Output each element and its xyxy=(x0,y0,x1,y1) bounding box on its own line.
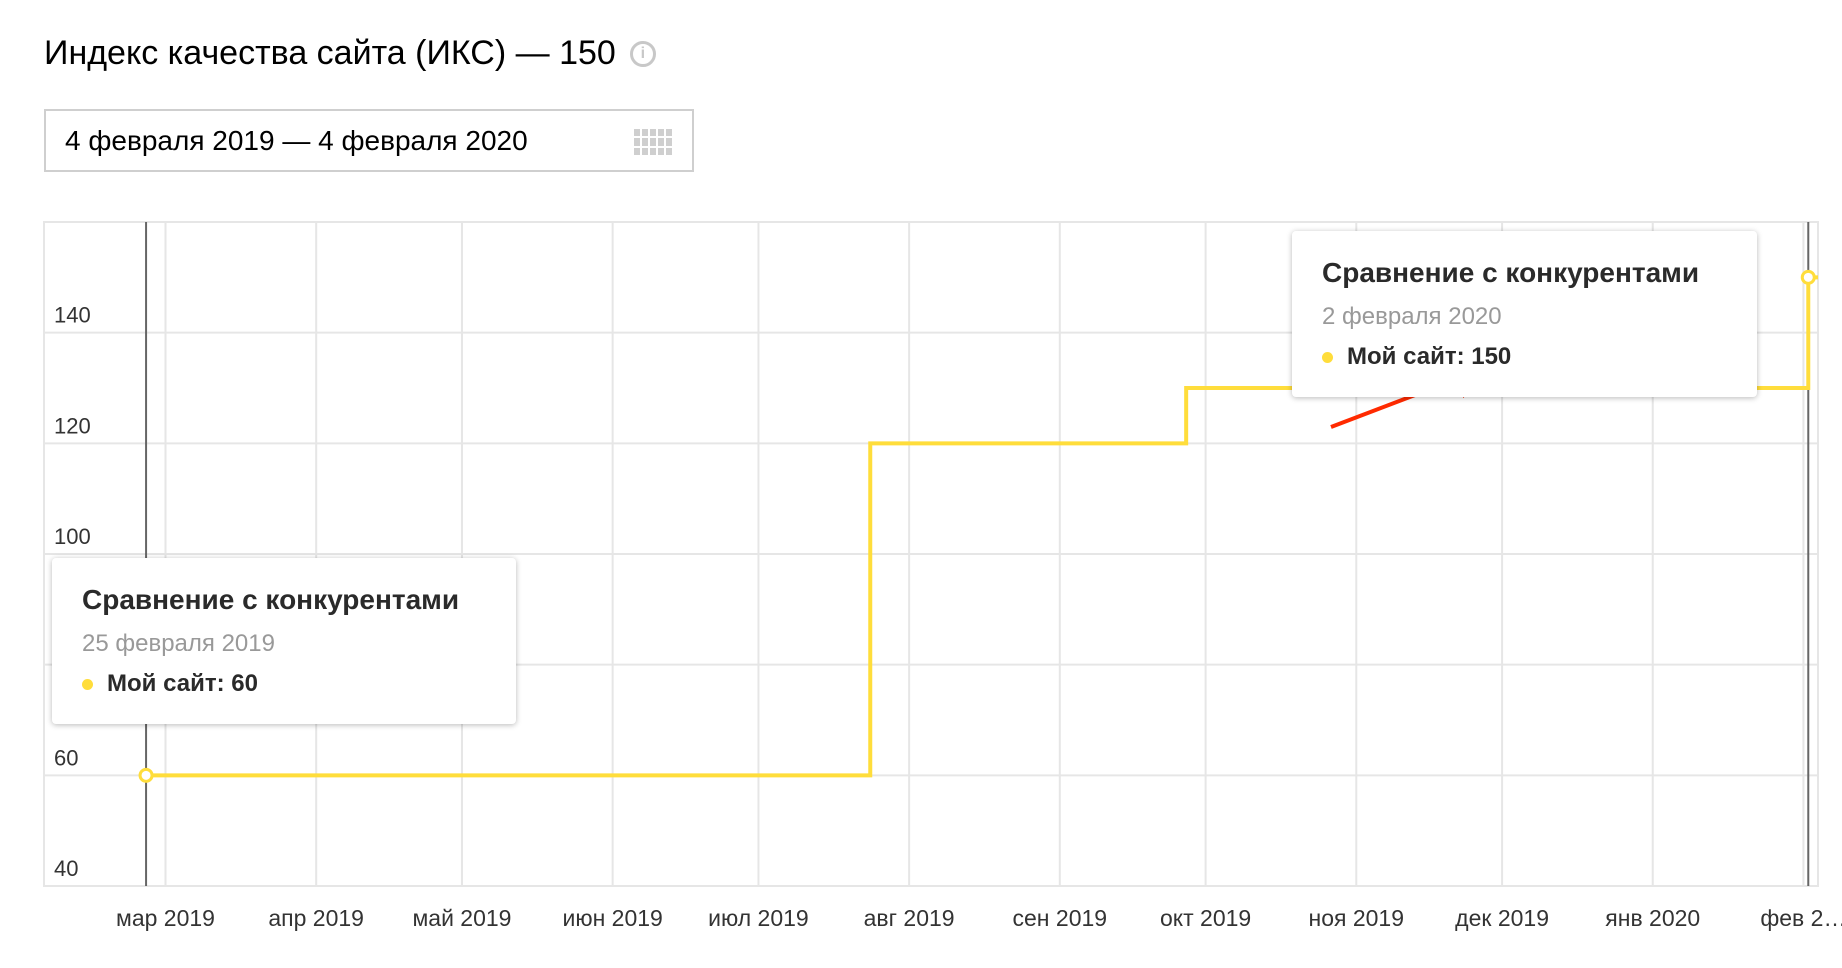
x-tick-label: ноя 2019 xyxy=(1309,905,1405,931)
series-dot-icon xyxy=(82,678,93,690)
tooltip-title: Сравнение с конкурентами xyxy=(1322,257,1700,288)
series-line xyxy=(146,275,1818,778)
tooltip-date: 25 февраля 2019 xyxy=(82,630,275,657)
y-tick-label: 40 xyxy=(54,856,78,881)
tooltip-series-row: Мой сайт: 150 xyxy=(1322,343,1727,371)
y-tick-label: 140 xyxy=(54,303,91,328)
date-range-picker[interactable]: 4 февраля 2019 — 4 февраля 2020 xyxy=(44,109,694,172)
y-tick-label: 100 xyxy=(54,524,91,549)
tooltip-title: Сравнение с конкурентами xyxy=(82,584,460,615)
data-point xyxy=(1800,269,1816,285)
chart-series xyxy=(138,269,1818,783)
tooltip-series-value: Мой сайт: 60 xyxy=(107,670,258,697)
calendar-icon[interactable] xyxy=(634,129,672,155)
x-tick-label: май 2019 xyxy=(412,905,511,931)
tooltip-series-row: Мой сайт: 60 xyxy=(82,670,486,698)
y-tick-label: 120 xyxy=(54,413,91,438)
x-tick-label: янв 2020 xyxy=(1605,905,1700,931)
series-dot-icon xyxy=(1322,351,1333,363)
y-tick-label: 60 xyxy=(54,745,78,770)
data-point xyxy=(138,767,154,783)
page-title: Индекс качества сайта (ИКС) — 150 i xyxy=(44,34,656,73)
x-tick-label: окт 2019 xyxy=(1160,905,1251,931)
x-tick-label: мар 2019 xyxy=(116,905,215,931)
x-tick-label: апр 2019 xyxy=(268,905,364,931)
tooltip-series-value: Мой сайт: 150 xyxy=(1347,343,1512,370)
date-range-value: 4 февраля 2019 — 4 февраля 2020 xyxy=(65,124,528,156)
x-tick-label: июн 2019 xyxy=(562,905,662,931)
x-tick-label: июл 2019 xyxy=(708,905,809,931)
tooltip-date: 2 февраля 2020 xyxy=(1322,303,1502,330)
x-tick-label: дек 2019 xyxy=(1455,905,1549,931)
page-title-text: Индекс качества сайта (ИКС) — 150 xyxy=(44,34,616,72)
x-tick-label: авг 2019 xyxy=(864,905,955,931)
tooltip-left: Сравнение с конкурентами 25 февраля 2019… xyxy=(52,558,516,724)
chart-axes: 40 60 100 120 140 мар 2019 апр 2019 май 2019 июн… xyxy=(54,303,1842,931)
tooltip-right: Сравнение с конкурентами 2 февраля 2020 … xyxy=(1292,231,1757,397)
x-tick-label: сен 2019 xyxy=(1013,905,1108,931)
x-tick-label: фев 2… xyxy=(1760,905,1842,931)
info-icon[interactable]: i xyxy=(629,40,656,67)
